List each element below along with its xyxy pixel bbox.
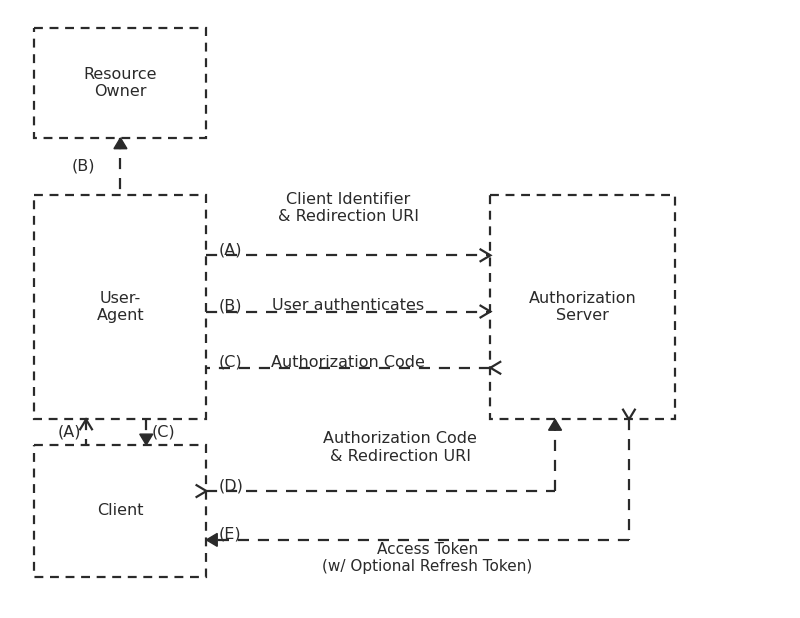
Polygon shape: [206, 533, 218, 546]
Text: User authenticates: User authenticates: [272, 298, 425, 313]
Text: (A): (A): [58, 425, 81, 439]
Text: Authorization Code
& Redirection URI: Authorization Code & Redirection URI: [323, 431, 478, 464]
Text: (A): (A): [218, 242, 242, 257]
Text: (B): (B): [71, 159, 95, 174]
Text: (B): (B): [218, 298, 242, 313]
Text: Authorization
Server: Authorization Server: [529, 291, 637, 323]
Text: Client Identifier
& Redirection URI: Client Identifier & Redirection URI: [278, 192, 419, 224]
Text: User-
Agent: User- Agent: [97, 291, 144, 323]
Text: (C): (C): [218, 355, 242, 370]
Polygon shape: [114, 138, 127, 149]
Text: Resource
Owner: Resource Owner: [84, 67, 157, 99]
Polygon shape: [549, 420, 562, 430]
Bar: [34, 445, 206, 577]
Bar: [490, 195, 675, 420]
Text: Access Token
(w/ Optional Refresh Token): Access Token (w/ Optional Refresh Token): [322, 542, 533, 574]
Text: Client: Client: [97, 503, 144, 519]
Text: (E): (E): [218, 527, 241, 542]
Bar: [34, 195, 206, 420]
Bar: [34, 28, 206, 138]
Text: (D): (D): [218, 478, 243, 493]
Text: (C): (C): [151, 425, 174, 439]
Text: Authorization Code: Authorization Code: [271, 355, 426, 370]
Polygon shape: [140, 434, 153, 445]
